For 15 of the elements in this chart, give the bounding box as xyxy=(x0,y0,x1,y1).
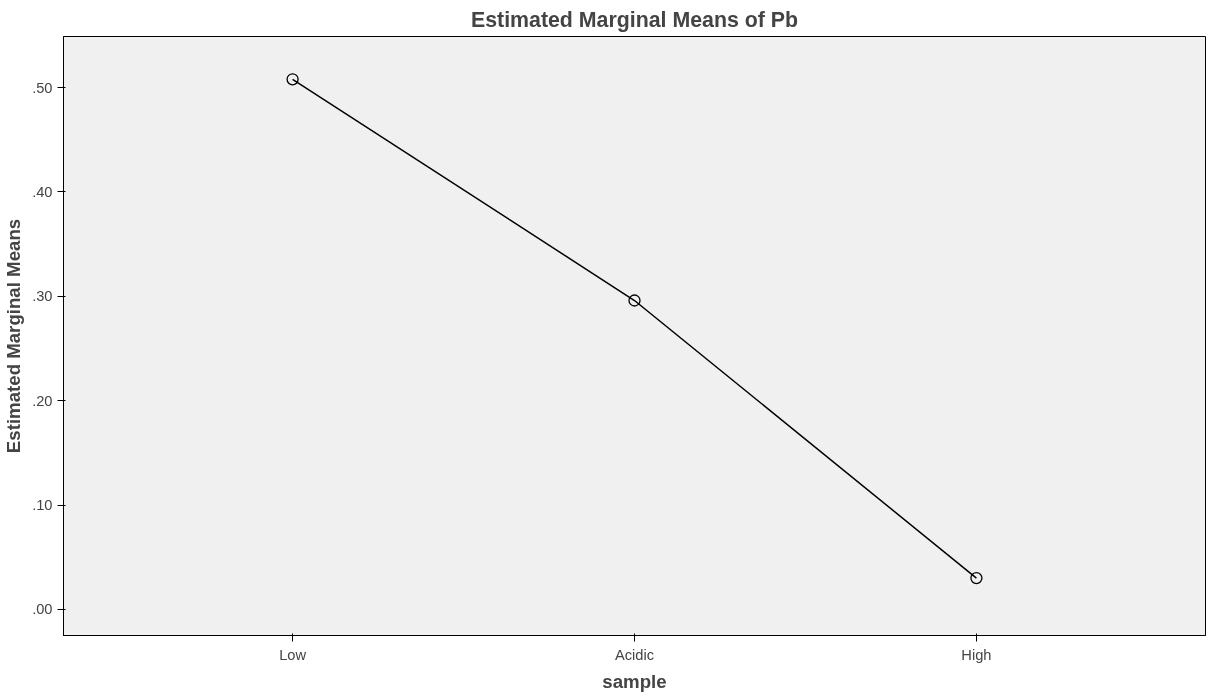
x-tick-label: Acidic xyxy=(614,646,655,663)
y-tick-label: .50 xyxy=(32,79,53,96)
y-tick-label: .40 xyxy=(32,183,53,200)
chart-title: Estimated Marginal Means of Pb xyxy=(470,7,799,32)
point xyxy=(286,73,299,86)
point xyxy=(628,294,641,307)
point xyxy=(970,571,983,585)
y-tick-label: .20 xyxy=(32,392,53,409)
x-tick-label: High xyxy=(961,646,992,663)
y-tick-label: .00 xyxy=(32,601,53,618)
x-tick-label: Low xyxy=(279,646,307,663)
y-axis-title: Estimated Marginal Means xyxy=(3,218,25,454)
x-axis-title: sample xyxy=(602,670,667,692)
y-tick-label: .10 xyxy=(32,497,53,514)
y-tick-label: .30 xyxy=(32,288,53,305)
